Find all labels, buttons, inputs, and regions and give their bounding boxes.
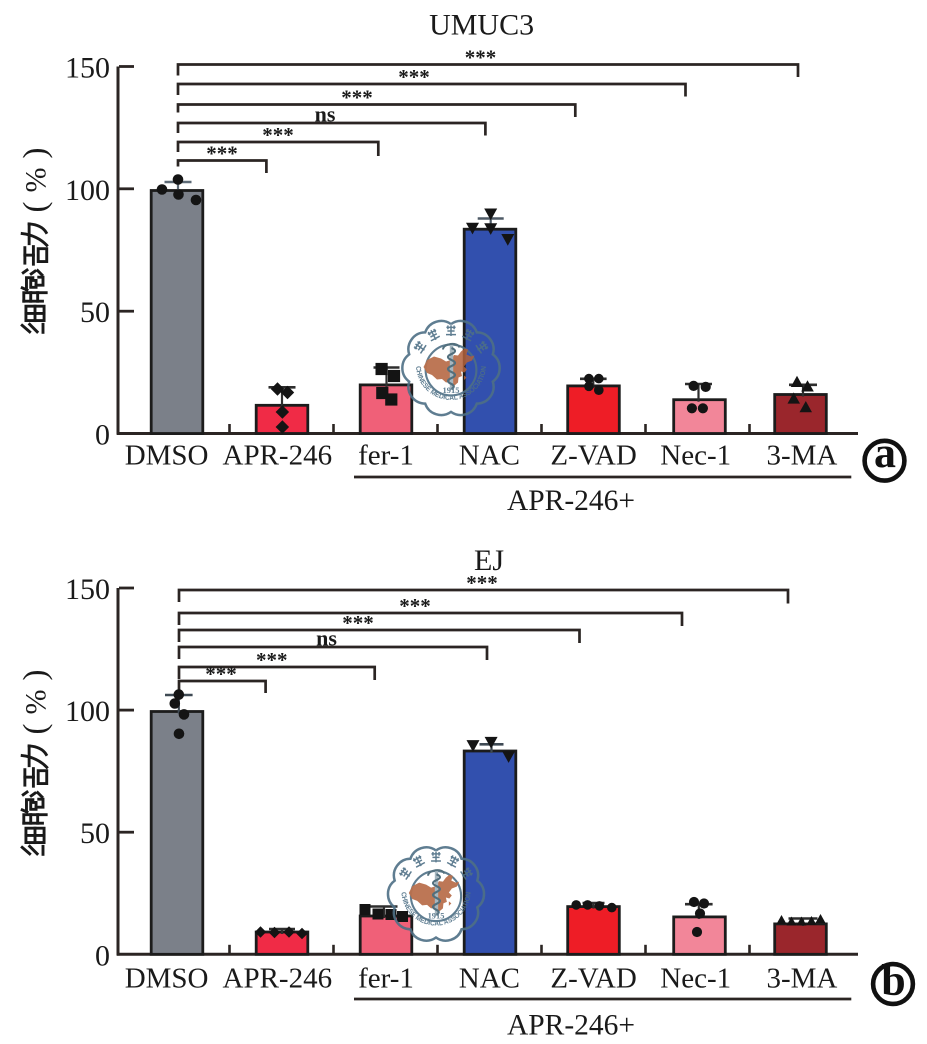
svg-text:Z-VAD: Z-VAD (550, 963, 636, 995)
svg-text:3-MA: 3-MA (766, 440, 837, 472)
svg-text:a: a (874, 428, 896, 477)
svg-text:DMSO: DMSO (125, 963, 209, 995)
svg-text:APR-246: APR-246 (223, 440, 333, 472)
svg-text:50: 50 (80, 817, 110, 850)
svg-text:ns: ns (315, 102, 336, 127)
svg-text:***: *** (262, 123, 294, 147)
svg-text:NAC: NAC (459, 440, 520, 472)
svg-text:3-MA: 3-MA (766, 963, 837, 995)
svg-text:Nec-1: Nec-1 (660, 963, 731, 995)
svg-text:Z-VAD: Z-VAD (550, 440, 636, 472)
svg-text:***: *** (466, 571, 498, 595)
svg-text:150: 150 (65, 52, 110, 85)
svg-text:%: % (20, 168, 53, 193)
svg-text:b: b (881, 956, 905, 1005)
svg-text:50: 50 (80, 296, 110, 329)
svg-text:NAC: NAC (459, 963, 520, 995)
svg-text:***: *** (465, 46, 497, 70)
svg-text:***: *** (399, 594, 431, 618)
svg-text:): ) (18, 148, 54, 159)
svg-text:***: *** (206, 142, 238, 166)
svg-text:1915: 1915 (443, 385, 460, 395)
svg-text:APR-246: APR-246 (223, 963, 333, 995)
svg-text:fer-1: fer-1 (358, 440, 414, 472)
svg-text:Nec-1: Nec-1 (660, 440, 731, 472)
svg-text:0: 0 (95, 419, 110, 452)
svg-text:EJ: EJ (474, 544, 504, 577)
svg-text:***: *** (205, 662, 237, 686)
svg-text:(: ( (18, 202, 54, 213)
svg-text:150: 150 (65, 573, 110, 606)
svg-text:): ) (18, 670, 54, 681)
svg-text:***: *** (398, 65, 430, 89)
svg-text:APR-246+: APR-246+ (507, 485, 635, 517)
svg-text:(: ( (18, 724, 54, 735)
svg-text:ns: ns (316, 626, 337, 651)
svg-text:0: 0 (95, 939, 110, 972)
svg-text:fer-1: fer-1 (358, 963, 414, 995)
svg-text:UMUC3: UMUC3 (429, 9, 534, 42)
svg-text:***: *** (256, 648, 288, 672)
svg-text:APR-246+: APR-246+ (507, 1010, 635, 1042)
svg-text:100: 100 (65, 695, 110, 728)
svg-text:%: % (20, 690, 53, 715)
svg-text:***: *** (342, 611, 374, 635)
svg-text:DMSO: DMSO (125, 440, 209, 472)
svg-text:1915: 1915 (428, 912, 445, 921)
svg-text:***: *** (341, 86, 373, 110)
svg-text:100: 100 (65, 174, 110, 207)
